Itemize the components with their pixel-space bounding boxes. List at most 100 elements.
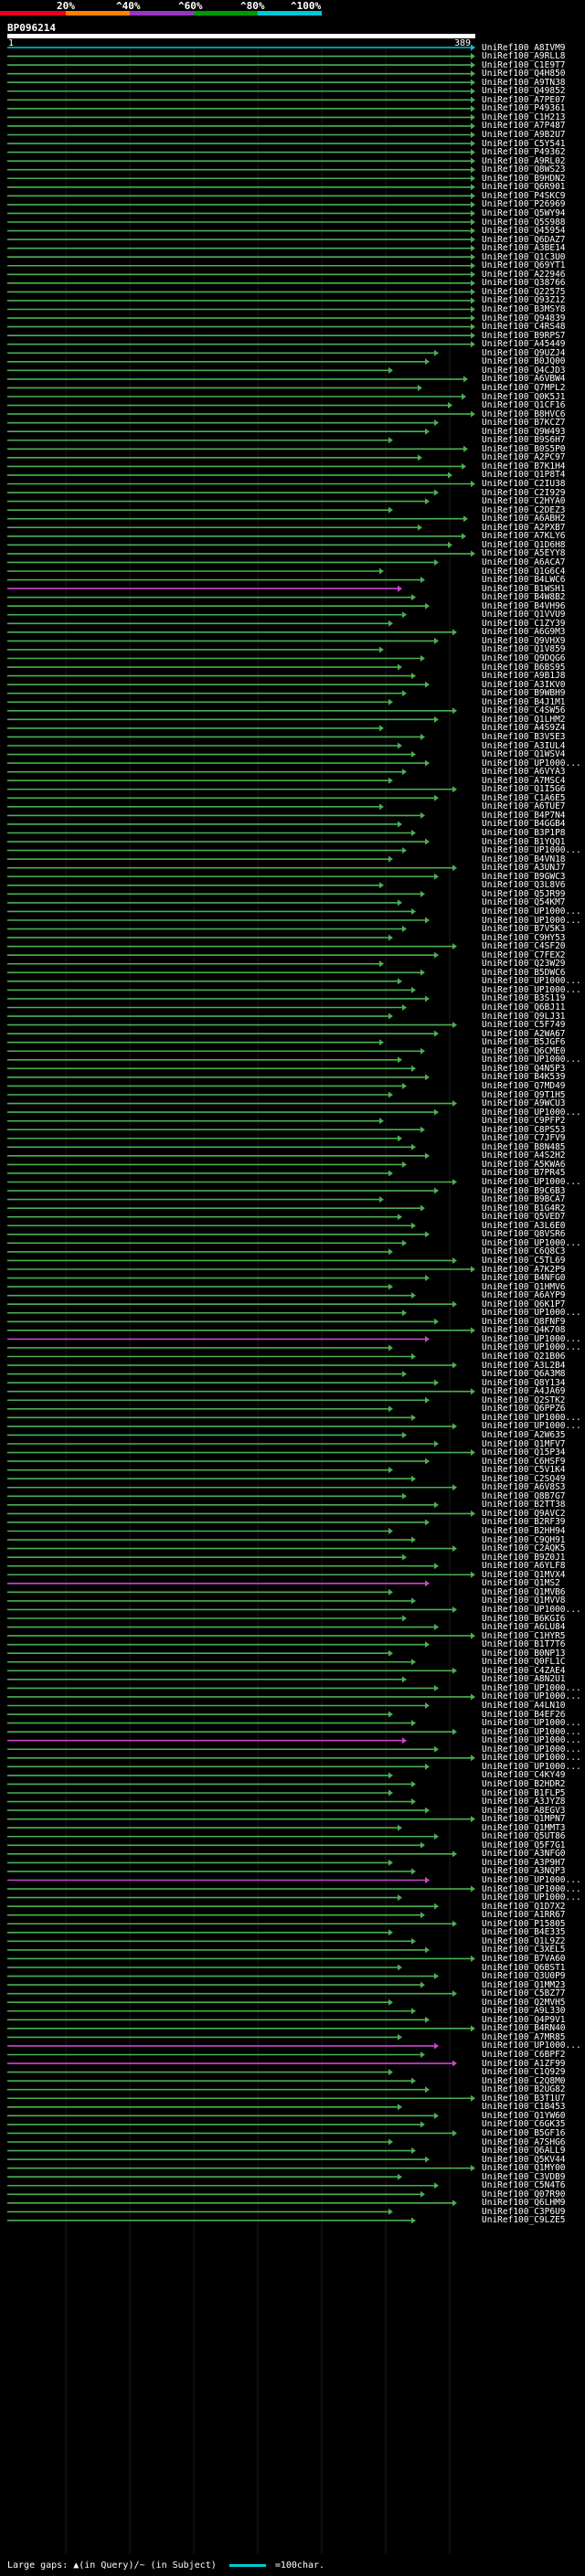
hit-label[interactable]: UniRef100_B9S6H7 (482, 435, 566, 446)
hit-label[interactable]: UniRef100_A6TUE7 (482, 801, 566, 812)
hit-label[interactable]: UniRef100_UP1000... (482, 1691, 581, 1702)
hit-label[interactable]: UniRef100_A5KWA6 (482, 1159, 566, 1170)
hit-label[interactable]: UniRef100_Q8B7G7 (482, 1490, 566, 1501)
hit-label[interactable]: UniRef100_B2HH94 (482, 1526, 566, 1536)
hit-label[interactable]: UniRef100_A7SHG6 (482, 2136, 566, 2147)
hit-label[interactable]: UniRef100_B4K539 (482, 1072, 566, 1083)
hit-label[interactable]: UniRef100_UP1000... (482, 1333, 581, 1344)
hit-label[interactable]: UniRef100_Q9AVC2 (482, 1508, 566, 1519)
hit-label[interactable]: UniRef100_UP1000... (482, 1237, 581, 1248)
hit-label[interactable]: UniRef100_UP1000... (482, 1604, 581, 1615)
hit-label[interactable]: UniRef100_Q6DAZ7 (482, 234, 566, 245)
hit-label[interactable]: UniRef100_C4RS48 (482, 322, 566, 333)
hit-label[interactable]: UniRef100_Q1YW60 (482, 2110, 566, 2121)
hit-label[interactable]: UniRef100_B4NFG0 (482, 1273, 566, 1284)
hit-label[interactable]: UniRef100_B7KCZ7 (482, 418, 566, 429)
hit-label[interactable]: UniRef100_C3XEL5 (482, 1945, 566, 1956)
hit-label[interactable]: UniRef100_C6BPF2 (482, 2050, 566, 2060)
hit-label[interactable]: UniRef100_A2WA67 (482, 1028, 566, 1039)
hit-label[interactable]: UniRef100_A8N2U1 (482, 1674, 566, 1685)
hit-label[interactable]: UniRef100_A4S2H2 (482, 1150, 566, 1161)
hit-label[interactable]: UniRef100_A3P9H7 (482, 1857, 566, 1868)
hit-label[interactable]: UniRef100_A3L2B4 (482, 1360, 566, 1371)
hit-label[interactable]: UniRef100_C1E9T7 (482, 59, 566, 70)
hit-label[interactable]: UniRef100_B5GF16 (482, 2127, 566, 2138)
hit-label[interactable]: UniRef100_Q4P9V1 (482, 2014, 566, 2025)
hit-label[interactable]: UniRef100_B3S119 (482, 993, 566, 1004)
hit-label[interactable]: UniRef100_B1G4R2 (482, 1203, 566, 1214)
hit-label[interactable]: UniRef100_A7MR85 (482, 2031, 566, 2042)
hit-label[interactable]: UniRef100_C1A6E5 (482, 792, 566, 803)
hit-label[interactable]: UniRef100_B2UG82 (482, 2084, 566, 2095)
hit-label[interactable]: UniRef100_Q9T1H5 (482, 1089, 566, 1100)
hit-label[interactable]: UniRef100_Q1MS2 (482, 1578, 560, 1589)
hit-label[interactable]: UniRef100_B1YQQ1 (482, 836, 566, 847)
hit-label[interactable]: UniRef100_A7P487 (482, 121, 566, 132)
hit-label[interactable]: UniRef100_C7JFV9 (482, 1133, 566, 1144)
hit-label[interactable]: UniRef100_Q6LHM9 (482, 2198, 566, 2209)
hit-label[interactable]: UniRef100_C2SQ49 (482, 1473, 566, 1484)
hit-label[interactable]: UniRef100_UP1000... (482, 1718, 581, 1729)
hit-label[interactable]: UniRef100_A2PXB7 (482, 522, 566, 533)
hit-label[interactable]: UniRef100_UP1000... (482, 906, 581, 917)
hit-label[interactable]: UniRef100_Q45954 (482, 226, 566, 237)
hit-label[interactable]: UniRef100_UP1000... (482, 1735, 581, 1746)
hit-label[interactable]: UniRef100_C2AQK5 (482, 1543, 566, 1554)
hit-label[interactable]: UniRef100_Q4K708 (482, 1325, 566, 1336)
hit-label[interactable]: UniRef100_UP1000... (482, 1883, 581, 1894)
hit-label[interactable]: UniRef100_UP1000... (482, 1875, 581, 1885)
hit-label[interactable]: UniRef100_Q0FL1C (482, 1657, 566, 1668)
hit-label[interactable]: UniRef100_B4P7N4 (482, 810, 566, 821)
hit-label[interactable]: UniRef100_B7VA60 (482, 1953, 566, 1964)
hit-label[interactable]: UniRef100_Q54KM7 (482, 897, 566, 908)
hit-label[interactable]: UniRef100_A2PC97 (482, 452, 566, 463)
hit-label[interactable]: UniRef100_Q1P8T4 (482, 470, 566, 481)
hit-label[interactable]: UniRef100_UP1000... (482, 1753, 581, 1764)
hit-label[interactable]: UniRef100_B2TT38 (482, 1500, 566, 1511)
hit-label[interactable]: UniRef100_A9B2U7 (482, 130, 566, 140)
hit-label[interactable]: UniRef100_Q5WY94 (482, 207, 566, 218)
hit-label[interactable]: UniRef100_UP1000... (482, 1177, 581, 1187)
hit-label[interactable]: UniRef100_A8EGV3 (482, 1805, 566, 1816)
hit-label[interactable]: UniRef100_P4SKC9 (482, 190, 566, 201)
hit-label[interactable]: UniRef100_P15805 (482, 1918, 566, 1929)
hit-label[interactable]: UniRef100_A4LN10 (482, 1701, 566, 1711)
hit-label[interactable]: UniRef100_A4JA69 (482, 1386, 566, 1397)
hit-label[interactable]: UniRef100_B9GWC3 (482, 871, 566, 882)
hit-label[interactable]: UniRef100_Q1VVU9 (482, 610, 566, 620)
hit-label[interactable]: UniRef100_C6HSF9 (482, 1456, 566, 1467)
hit-label[interactable]: UniRef100_A2W635 (482, 1429, 566, 1440)
hit-label[interactable]: UniRef100_B4GGB4 (482, 819, 566, 830)
hit-label[interactable]: UniRef100_B4LWC6 (482, 575, 566, 586)
hit-label[interactable]: UniRef100_C9PFP2 (482, 1116, 566, 1127)
hit-label[interactable]: UniRef100_UP1000... (482, 758, 581, 769)
hit-label[interactable]: UniRef100_C2IU38 (482, 479, 566, 489)
hit-label[interactable]: UniRef100_B9C6B3 (482, 1185, 566, 1196)
hit-label[interactable]: UniRef100_UP1000... (482, 1892, 581, 1903)
hit-label[interactable]: UniRef100_A3NQP3 (482, 1866, 566, 1877)
hit-label[interactable]: UniRef100_A1RR67 (482, 1910, 566, 1921)
hit-label[interactable]: UniRef100_C2HYA0 (482, 496, 566, 507)
hit-label[interactable]: UniRef100_C4SF20 (482, 941, 566, 952)
hit-label[interactable]: UniRef100_Q94839 (482, 313, 566, 323)
hit-label[interactable]: UniRef100_B7V5K3 (482, 924, 566, 935)
hit-label[interactable]: UniRef100_Q1MVB6 (482, 1586, 566, 1597)
hit-label[interactable]: UniRef100_B4W8B2 (482, 592, 566, 603)
hit-label[interactable]: UniRef100_B1T7T6 (482, 1639, 566, 1650)
hit-label[interactable]: UniRef100_Q1MPN7 (482, 1814, 566, 1825)
hit-label[interactable]: UniRef100_B6BS95 (482, 662, 566, 673)
hit-label[interactable]: UniRef100_UP1000... (482, 1107, 581, 1118)
hit-label[interactable]: UniRef100_Q23W29 (482, 959, 566, 970)
hit-label[interactable]: UniRef100_B9Z0J1 (482, 1552, 566, 1563)
hit-label[interactable]: UniRef100_C2DEZ3 (482, 504, 566, 515)
hit-label[interactable]: UniRef100_Q1CF16 (482, 400, 566, 411)
hit-label[interactable]: UniRef100_C3P6U9 (482, 2206, 566, 2217)
hit-label[interactable]: UniRef100_C1Q929 (482, 2067, 566, 2078)
hit-label[interactable]: UniRef100_Q6BST1 (482, 1962, 566, 1973)
hit-label[interactable]: UniRef100_C4SW56 (482, 705, 566, 716)
hit-label[interactable]: UniRef100_Q1HMV6 (482, 1281, 566, 1292)
hit-label[interactable]: UniRef100_Q15P34 (482, 1447, 566, 1458)
hit-label[interactable]: UniRef100_A9RLL8 (482, 51, 566, 62)
hit-label[interactable]: UniRef100_Q8Y134 (482, 1377, 566, 1388)
hit-label[interactable]: UniRef100_A7MSC4 (482, 775, 566, 786)
